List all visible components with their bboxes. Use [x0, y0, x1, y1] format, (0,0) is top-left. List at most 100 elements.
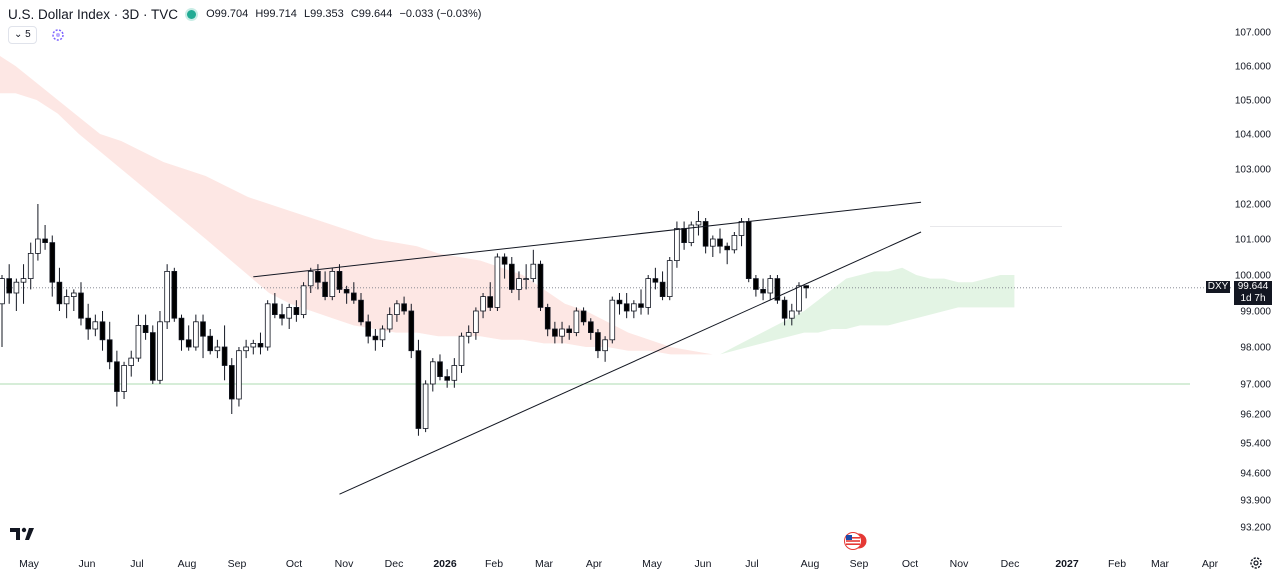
candle — [781, 296, 788, 326]
time-tick-label: Jul — [745, 558, 758, 570]
candle-body — [631, 303, 637, 312]
time-axis: May Jun Jul Aug Sep Oct Nov Dec 2026 Feb Mar Apr May… — [19, 558, 1219, 570]
candle-body — [789, 310, 795, 319]
candle-body — [207, 335, 214, 352]
candle — [638, 289, 644, 315]
candle-body — [63, 296, 70, 305]
candle — [0, 275, 5, 347]
last-price-badge: 99.644 1d 7h — [1234, 280, 1272, 305]
time-tick-label: Apr — [586, 558, 603, 570]
time-tick-label: Jul — [130, 558, 143, 570]
candle-body — [623, 303, 630, 312]
candle — [659, 271, 666, 301]
us-flag-event-icon[interactable] — [843, 531, 869, 551]
candle — [157, 311, 163, 384]
candle — [609, 296, 616, 344]
time-tick-label: Jun — [695, 558, 712, 570]
candle-body — [559, 328, 565, 337]
price-tick-label: 106.000 — [1235, 62, 1272, 73]
candle-body — [444, 376, 450, 381]
candle — [200, 314, 206, 359]
candle-body — [27, 252, 34, 279]
candle — [343, 285, 350, 304]
candle-body — [480, 296, 486, 312]
candle-body — [473, 310, 479, 334]
price-tick-label: 100.000 — [1235, 271, 1272, 282]
candle-body — [422, 383, 429, 429]
candle-body — [142, 324, 149, 333]
time-tick-label: Nov — [950, 558, 969, 570]
time-tick-label: Nov — [335, 558, 354, 570]
price-axis-background — [1233, 0, 1280, 545]
candle-body — [307, 270, 314, 287]
time-tick-label: Oct — [286, 558, 302, 570]
candle-body — [796, 285, 802, 312]
symbol-legend: U.S. Dollar Index · 3D · TVC O99.704 H99… — [8, 5, 485, 23]
candle-body — [171, 270, 178, 319]
candle-body — [745, 221, 752, 279]
candle — [264, 300, 271, 351]
candle — [666, 257, 673, 301]
candle-body — [588, 321, 594, 333]
candle-body — [0, 278, 5, 305]
ichimoku-cloud — [0, 56, 1015, 355]
price-tick-label: 107.000 — [1235, 28, 1272, 39]
candle-body — [221, 346, 228, 366]
candle — [250, 339, 257, 355]
time-tick-label: Feb — [1108, 558, 1126, 570]
candle-body — [372, 335, 379, 341]
candle-body — [465, 332, 472, 337]
candle — [171, 267, 178, 322]
candle — [20, 264, 27, 304]
candle-body — [602, 339, 608, 352]
price-tick-label: 93.900 — [1240, 496, 1271, 507]
candle — [329, 267, 336, 301]
candle — [774, 275, 781, 304]
candle — [135, 314, 142, 362]
candle — [523, 264, 529, 290]
candle-body — [781, 299, 788, 319]
candle — [56, 267, 63, 311]
candle-body — [616, 299, 623, 305]
candle-body — [42, 238, 48, 243]
settings-gear-icon[interactable] — [1249, 556, 1263, 570]
candle — [307, 267, 314, 293]
candle — [394, 300, 400, 322]
candle-body — [13, 281, 20, 294]
tradingview-logo-icon[interactable] — [10, 527, 36, 541]
candle — [49, 235, 56, 297]
candle-body — [645, 278, 651, 308]
candle-body — [494, 256, 501, 308]
candle — [588, 318, 594, 340]
indicator-spinner-icon[interactable] — [51, 28, 65, 42]
candle — [286, 303, 292, 329]
ohlc-values: O99.704 H99.714 L99.353 C99.644 −0.033 (… — [206, 8, 485, 20]
candle-body — [300, 285, 307, 315]
price-tick-label: 96.200 — [1240, 410, 1271, 421]
candle-body — [408, 310, 415, 352]
collapse-legend-button[interactable]: ⌄ 5 — [8, 26, 37, 44]
chevron-down-icon: ⌄ — [14, 29, 23, 40]
candle-body — [365, 321, 371, 337]
candle-body — [659, 281, 666, 298]
candle-body — [343, 288, 350, 294]
cloud-bearish — [0, 56, 713, 355]
symbol-title[interactable]: U.S. Dollar Index · 3D · TVC — [8, 6, 179, 22]
time-tick-label: Feb — [485, 558, 503, 570]
candle-body — [379, 328, 386, 341]
candle — [717, 228, 723, 254]
candle-body — [293, 306, 300, 315]
candle-body — [724, 245, 730, 251]
candle-body — [386, 314, 393, 330]
candle — [149, 325, 156, 384]
lower-trendline — [339, 231, 922, 495]
candle-body — [753, 278, 759, 290]
candle-body — [185, 339, 192, 348]
candle — [645, 275, 651, 315]
candle-body — [336, 270, 343, 290]
candle — [516, 271, 522, 301]
candle-body — [487, 296, 493, 308]
candle — [652, 267, 659, 290]
candle — [228, 358, 235, 414]
